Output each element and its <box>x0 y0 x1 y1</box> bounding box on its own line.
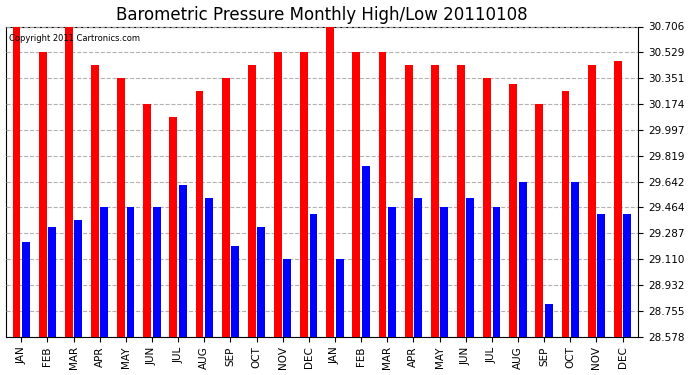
Bar <box>535 104 543 337</box>
Bar <box>152 207 161 337</box>
Bar <box>588 65 595 337</box>
Bar <box>493 207 500 337</box>
Bar <box>440 207 449 337</box>
Bar <box>231 246 239 337</box>
Bar <box>466 198 474 337</box>
Bar <box>65 27 72 337</box>
Bar <box>310 214 317 337</box>
Bar <box>22 242 30 337</box>
Bar <box>571 182 579 337</box>
Bar <box>75 220 82 337</box>
Bar <box>101 207 108 337</box>
Text: Copyright 2011 Cartronics.com: Copyright 2011 Cartronics.com <box>9 34 139 43</box>
Bar <box>597 214 605 337</box>
Bar <box>519 182 526 337</box>
Bar <box>205 198 213 337</box>
Bar <box>336 259 344 337</box>
Bar <box>39 52 47 337</box>
Bar <box>91 65 99 337</box>
Bar <box>257 227 265 337</box>
Bar <box>179 185 187 337</box>
Bar <box>457 65 465 337</box>
Bar <box>483 78 491 337</box>
Bar <box>545 304 553 337</box>
Bar <box>614 61 622 337</box>
Bar <box>623 214 631 337</box>
Bar <box>221 78 230 337</box>
Bar <box>170 117 177 337</box>
Bar <box>48 227 56 337</box>
Bar <box>144 104 151 337</box>
Bar <box>562 91 569 337</box>
Bar <box>248 65 256 337</box>
Bar <box>126 207 135 337</box>
Bar <box>509 84 518 337</box>
Bar <box>300 52 308 337</box>
Bar <box>274 52 282 337</box>
Bar <box>284 259 291 337</box>
Bar <box>12 27 21 337</box>
Bar <box>388 207 396 337</box>
Bar <box>414 198 422 337</box>
Bar <box>405 65 413 337</box>
Bar <box>353 52 360 337</box>
Bar <box>362 165 370 337</box>
Bar <box>431 65 439 337</box>
Bar <box>326 27 334 337</box>
Bar <box>117 78 125 337</box>
Bar <box>196 91 204 337</box>
Title: Barometric Pressure Monthly High/Low 20110108: Barometric Pressure Monthly High/Low 201… <box>116 6 528 24</box>
Bar <box>379 52 386 337</box>
